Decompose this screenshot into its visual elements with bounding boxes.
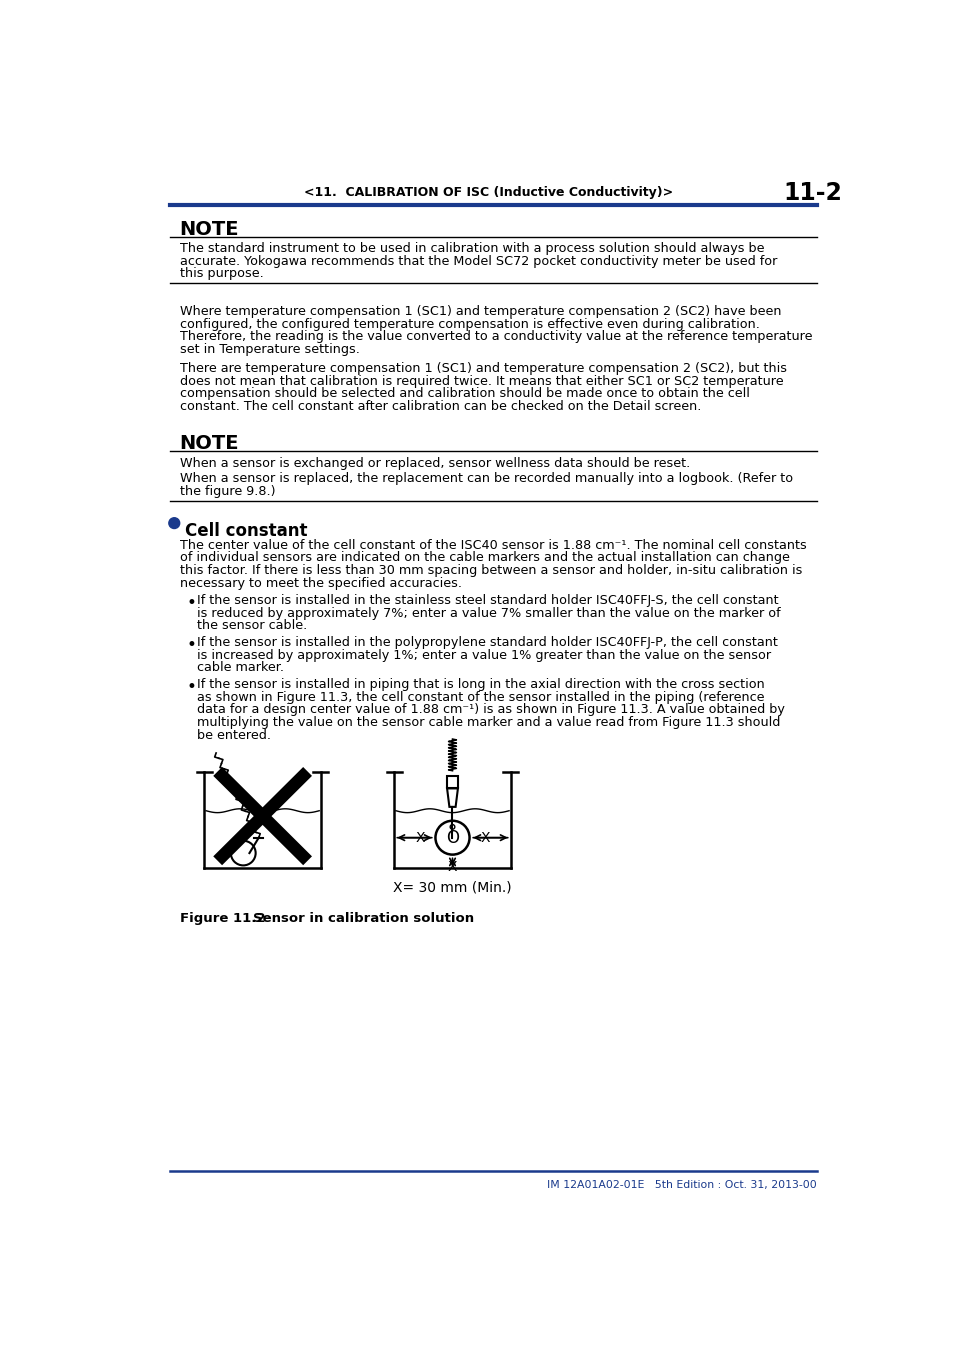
Text: <11.  CALIBRATION OF ISC (Inductive Conductivity)>: <11. CALIBRATION OF ISC (Inductive Condu… xyxy=(304,186,673,200)
Text: be entered.: be entered. xyxy=(196,729,271,741)
Bar xyxy=(447,776,457,788)
Text: X: X xyxy=(447,860,456,873)
Text: The center value of the cell constant of the ISC40 sensor is 1.88 cm⁻¹. The nomi: The center value of the cell constant of… xyxy=(179,539,805,552)
Text: this purpose.: this purpose. xyxy=(179,267,263,281)
Text: Therefore, the reading is the value converted to a conductivity value at the ref: Therefore, the reading is the value conv… xyxy=(179,331,811,343)
Text: NOTE: NOTE xyxy=(179,435,239,454)
Text: Cell constant: Cell constant xyxy=(185,522,307,540)
Text: IM 12A01A02-01E   5th Edition : Oct. 31, 2013-00: IM 12A01A02-01E 5th Edition : Oct. 31, 2… xyxy=(546,1180,816,1189)
Text: Where temperature compensation 1 (SC1) and temperature compensation 2 (SC2) have: Where temperature compensation 1 (SC1) a… xyxy=(179,305,781,317)
Text: X: X xyxy=(415,830,424,845)
Text: O: O xyxy=(446,829,458,846)
Circle shape xyxy=(169,518,179,528)
Text: does not mean that calibration is required twice. It means that either SC1 or SC: does not mean that calibration is requir… xyxy=(179,374,782,387)
Text: necessary to meet the specified accuracies.: necessary to meet the specified accuraci… xyxy=(179,576,461,590)
Text: X: X xyxy=(479,830,489,845)
Text: as shown in Figure 11.3, the cell constant of the sensor installed in the piping: as shown in Figure 11.3, the cell consta… xyxy=(196,691,763,703)
Text: cable marker.: cable marker. xyxy=(196,662,283,675)
Text: X= 30 mm (Min.): X= 30 mm (Min.) xyxy=(393,880,511,895)
Text: •: • xyxy=(187,594,196,612)
Text: •: • xyxy=(187,636,196,653)
Text: If the sensor is installed in the stainless steel standard holder ISC40FFJ-S, th: If the sensor is installed in the stainl… xyxy=(196,594,778,608)
Text: data for a design center value of 1.88 cm⁻¹) is as shown in Figure 11.3. A value: data for a design center value of 1.88 c… xyxy=(196,703,783,717)
Text: 11-2: 11-2 xyxy=(782,181,841,205)
Text: of individual sensors are indicated on the cable markers and the actual installa: of individual sensors are indicated on t… xyxy=(179,551,789,564)
Text: If the sensor is installed in the polypropylene standard holder ISC40FFJ-P, the : If the sensor is installed in the polypr… xyxy=(196,636,777,649)
Text: this factor. If there is less than 30 mm spacing between a sensor and holder, in: this factor. If there is less than 30 mm… xyxy=(179,564,801,576)
Text: is reduced by approximately 7%; enter a value 7% smaller than the value on the m: is reduced by approximately 7%; enter a … xyxy=(196,606,780,620)
Text: configured, the configured temperature compensation is effective even during cal: configured, the configured temperature c… xyxy=(179,317,759,331)
Text: multiplying the value on the sensor cable marker and a value read from Figure 11: multiplying the value on the sensor cabl… xyxy=(196,716,780,729)
Text: The standard instrument to be used in calibration with a process solution should: The standard instrument to be used in ca… xyxy=(179,242,763,255)
Text: •: • xyxy=(187,678,196,695)
Text: accurate. Yokogawa recommends that the Model SC72 pocket conductivity meter be u: accurate. Yokogawa recommends that the M… xyxy=(179,255,777,267)
Text: NOTE: NOTE xyxy=(179,220,239,239)
Text: If the sensor is installed in piping that is long in the axial direction with th: If the sensor is installed in piping tha… xyxy=(196,678,763,691)
Text: Sensor in calibration solution: Sensor in calibration solution xyxy=(253,913,474,925)
Text: the figure 9.8.): the figure 9.8.) xyxy=(179,485,274,498)
Text: constant. The cell constant after calibration can be checked on the Detail scree: constant. The cell constant after calibr… xyxy=(179,400,700,413)
Text: is increased by approximately 1%; enter a value 1% greater than the value on the: is increased by approximately 1%; enter … xyxy=(196,648,770,662)
Text: There are temperature compensation 1 (SC1) and temperature compensation 2 (SC2),: There are temperature compensation 1 (SC… xyxy=(179,362,786,375)
Text: Figure 11.2: Figure 11.2 xyxy=(179,913,265,925)
Text: When a sensor is replaced, the replacement can be recorded manually into a logbo: When a sensor is replaced, the replaceme… xyxy=(179,472,792,485)
Text: the sensor cable.: the sensor cable. xyxy=(196,620,307,632)
Text: set in Temperature settings.: set in Temperature settings. xyxy=(179,343,359,356)
Text: compensation should be selected and calibration should be made once to obtain th: compensation should be selected and cali… xyxy=(179,387,749,400)
Text: When a sensor is exchanged or replaced, sensor wellness data should be reset.: When a sensor is exchanged or replaced, … xyxy=(179,456,689,470)
